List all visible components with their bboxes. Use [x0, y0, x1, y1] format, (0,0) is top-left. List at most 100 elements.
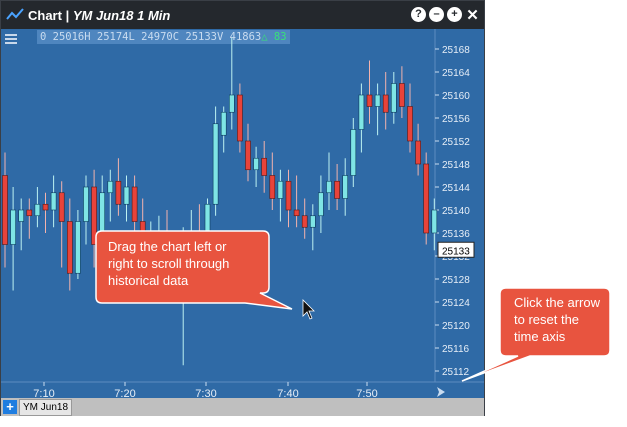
candle-body [293, 209, 300, 217]
candle-body [26, 209, 33, 217]
candle [83, 175, 89, 245]
price-tick-label: 25152 [442, 137, 470, 148]
candle-body [342, 175, 349, 199]
current-price-marker [437, 241, 475, 258]
candle-body [277, 180, 284, 199]
callout-line: Drag the chart left or [108, 239, 227, 254]
candle-body [229, 94, 235, 113]
candle-body [245, 140, 251, 171]
candle-body [42, 203, 49, 211]
candle-body [334, 180, 340, 199]
candle-body [366, 94, 373, 107]
price-tick-label: 25140 [442, 206, 470, 217]
time-tick-label: 7:30 [195, 388, 216, 397]
price-tick-label: 25136 [442, 229, 470, 240]
ohlc-values: 0 25016H 25174L 24970C 25133V 41863 [40, 31, 262, 43]
candle-body [115, 180, 122, 205]
candle-body [10, 209, 16, 245]
time-tick-label: 7:20 [114, 388, 135, 397]
drag-callout [95, 230, 293, 310]
candle-body [399, 83, 405, 107]
price-tick-label: 25120 [442, 321, 470, 332]
candle-body [309, 215, 316, 228]
candle [212, 106, 219, 216]
candle [366, 60, 373, 124]
candle-body [50, 192, 57, 211]
minimize-button[interactable]: – [429, 7, 444, 22]
maximize-button[interactable]: + [447, 7, 462, 22]
price-tick-label: 25128 [442, 275, 470, 286]
candle [301, 198, 308, 239]
price-tick-label: 25116 [442, 344, 470, 355]
candle [342, 158, 349, 216]
candle-body [350, 129, 357, 176]
candle [91, 169, 97, 268]
callout-line: time axis [514, 329, 566, 344]
candle [334, 164, 340, 210]
candle-body [75, 221, 81, 274]
window-title: Chart | YM Jun18 1 Min [28, 7, 171, 23]
candle-body [382, 94, 389, 113]
ohlc-change: △ 83 [261, 31, 287, 43]
price-tick-label: 25124 [442, 298, 470, 309]
candle [18, 198, 25, 251]
candle-body [390, 83, 397, 113]
candle [58, 181, 65, 268]
candle [350, 118, 357, 187]
candle-body [269, 175, 276, 199]
drag-callout-text: Drag the chart left or right to scroll th… [108, 239, 229, 288]
mouse-cursor-icon [302, 299, 315, 320]
title-bar: Chart | YM Jun18 1 Min ? – + ✕ [1, 1, 484, 29]
candle [399, 66, 405, 118]
candle [326, 152, 332, 210]
candle-body [318, 192, 324, 217]
candle-body [34, 203, 41, 217]
candle [285, 169, 292, 228]
candle-body [261, 157, 268, 176]
candle-body [253, 157, 259, 171]
candle-body [374, 94, 381, 107]
candle [123, 175, 130, 222]
candle [2, 152, 8, 268]
chart-menu-icon[interactable] [5, 34, 17, 44]
reset-time-axis-arrow-icon[interactable] [437, 387, 445, 397]
candle-body [237, 94, 243, 142]
candle-body [83, 186, 89, 222]
help-button[interactable]: ? [411, 7, 426, 22]
callout-line: right to scroll through [108, 256, 229, 271]
candle [115, 158, 122, 216]
candle-body [326, 180, 332, 194]
close-button[interactable]: ✕ [466, 6, 479, 24]
candle [407, 83, 413, 153]
candle [26, 198, 33, 239]
candle [34, 187, 41, 228]
ohlc-readout: 0 25016H 25174L 24970C 25133V 41863△ 83 [37, 30, 290, 44]
symbol-tab[interactable]: YM Jun18 [19, 399, 73, 416]
window-buttons: ? – + ✕ [411, 6, 480, 24]
candle [309, 204, 316, 251]
chart-logo-icon [6, 8, 24, 20]
candle [229, 37, 235, 130]
candle-body [301, 215, 308, 228]
time-tick-label: 7:40 [277, 388, 298, 397]
candle [220, 106, 227, 153]
window-title-label: Chart [28, 7, 62, 23]
add-symbol-button[interactable]: + [3, 400, 17, 414]
time-tick-label: 7:10 [33, 388, 54, 397]
time-tick-label: 7:50 [356, 388, 377, 397]
candle [261, 141, 268, 193]
chart-window: Chart | YM Jun18 1 Min ? – + ✕ 0 25016H … [0, 0, 485, 416]
candle-body [67, 221, 73, 274]
candle [10, 187, 16, 291]
candle [423, 152, 430, 245]
candle [75, 210, 81, 279]
candle [269, 152, 276, 210]
price-tick-label: 25168 [442, 45, 470, 56]
candle-body [431, 209, 438, 234]
candle [237, 83, 243, 153]
callout-line: to reset the [514, 312, 579, 327]
callout-line: historical data [108, 273, 189, 288]
reset-callout-text: Click the arrow to reset the time axis [514, 295, 601, 344]
candle [374, 83, 381, 136]
